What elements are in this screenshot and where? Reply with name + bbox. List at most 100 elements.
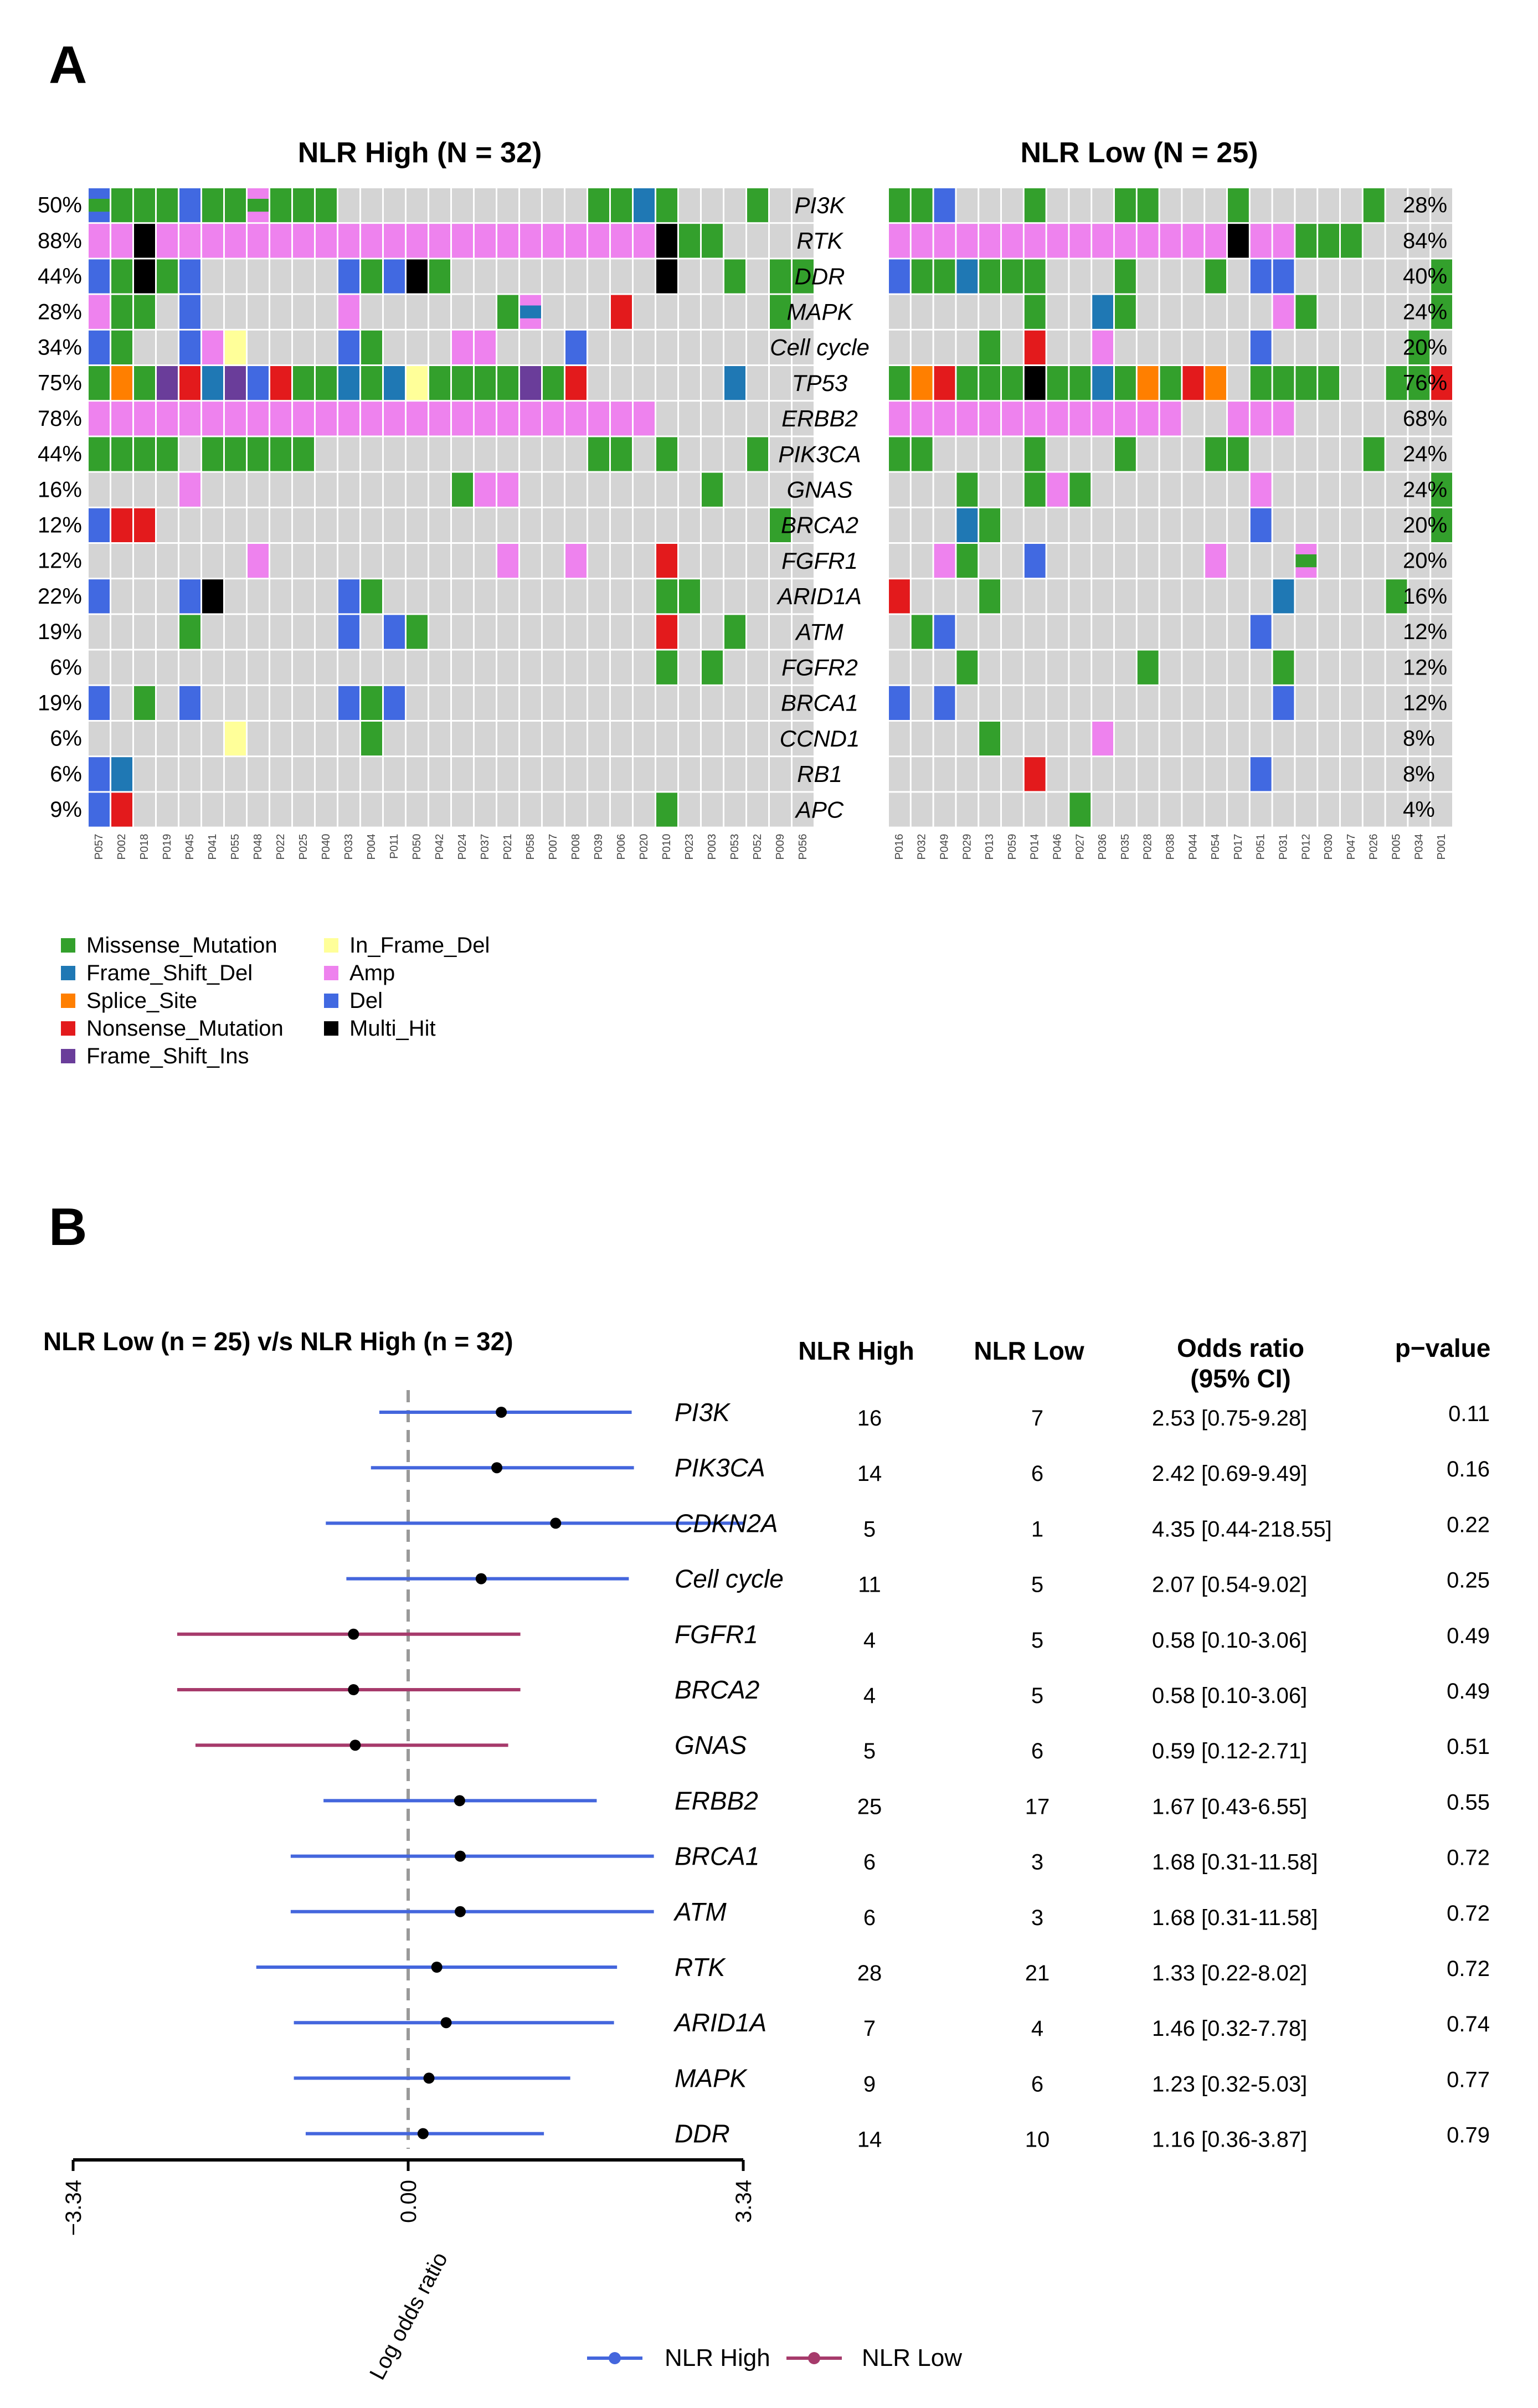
high-cell bbox=[111, 544, 132, 578]
high-sample-label: P007 bbox=[547, 834, 559, 860]
odds-ratio-brca1: 1.68 [0.31-11.58] bbox=[1152, 1850, 1318, 1875]
low-sample-label: P034 bbox=[1413, 834, 1425, 860]
low-cell bbox=[1047, 259, 1068, 294]
forest-gene-pi3k: PI3K bbox=[675, 1398, 731, 1427]
high-cell bbox=[338, 544, 359, 578]
high-cell bbox=[225, 793, 246, 827]
high-cell bbox=[679, 366, 700, 400]
high-cell bbox=[452, 259, 473, 294]
low-cell bbox=[1228, 579, 1249, 614]
high-cnv-amp bbox=[338, 402, 359, 436]
high-cell bbox=[429, 793, 450, 827]
high-cell bbox=[89, 650, 110, 685]
low-cell bbox=[934, 295, 955, 329]
high-cell bbox=[134, 579, 155, 614]
high-mutation-missense-mutation bbox=[747, 437, 768, 471]
oncoplot-low: 28% 84% 40% 24% 20% 76% 68% 24% 24% 20% 20% 16% 12% 1… bbox=[889, 188, 1452, 860]
low-cell bbox=[1431, 437, 1452, 471]
high-cell bbox=[475, 508, 496, 542]
low-cell bbox=[1137, 508, 1159, 542]
low-mutation-missense-mutation bbox=[911, 615, 933, 649]
high-cell bbox=[179, 508, 200, 542]
low-cell bbox=[1182, 330, 1204, 364]
high-cell bbox=[316, 757, 337, 791]
high-cell bbox=[588, 650, 609, 685]
high-cell bbox=[793, 295, 814, 329]
low-mutation-missense-mutation bbox=[1273, 650, 1294, 685]
gene-label-brca1: BRCA1 bbox=[781, 690, 858, 716]
low-cell bbox=[1047, 579, 1068, 614]
high-cell bbox=[157, 757, 178, 791]
low-cell bbox=[1137, 472, 1159, 507]
gene-label-cell-cycle: Cell cycle bbox=[770, 335, 870, 361]
high-mutation-missense-mutation bbox=[452, 366, 473, 400]
high-cell bbox=[679, 615, 700, 649]
low-cell bbox=[1386, 722, 1407, 756]
high-cnv-del bbox=[89, 259, 110, 294]
high-cell bbox=[565, 793, 587, 827]
gene-label-ddr: DDR bbox=[795, 263, 845, 289]
low-cell bbox=[1069, 544, 1091, 578]
low-cell bbox=[1341, 295, 1362, 329]
high-cell bbox=[656, 722, 677, 756]
forest-title: NLR Low (n = 25) v/s NLR High (n = 32) bbox=[43, 1327, 513, 1356]
legend-swatch-in-frame-del bbox=[324, 938, 338, 953]
high-cell bbox=[157, 508, 178, 542]
low-cnv-amp bbox=[1137, 224, 1159, 258]
high-mutation-missense-mutation bbox=[679, 579, 700, 614]
high-mutation-frame-shift-ins bbox=[520, 366, 541, 400]
low-cell bbox=[1205, 402, 1226, 436]
high-cell bbox=[361, 793, 382, 827]
count-low-pik3ca: 6 bbox=[1031, 1462, 1043, 1486]
high-cell bbox=[407, 793, 428, 827]
high-sample-label: P003 bbox=[706, 834, 718, 860]
low-mutation-nonsense-mutation bbox=[934, 366, 955, 400]
high-cnv-del bbox=[89, 686, 110, 720]
high-cnv-amp bbox=[270, 224, 291, 258]
low-cell bbox=[1341, 722, 1362, 756]
low-mutation-missense-mutation bbox=[1386, 579, 1407, 614]
high-cnv-del bbox=[338, 330, 359, 364]
low-cell bbox=[1160, 722, 1181, 756]
high-cell bbox=[634, 793, 655, 827]
high-cell bbox=[202, 472, 223, 507]
high-cnv-amp bbox=[407, 402, 428, 436]
high-cnv-amp bbox=[407, 224, 428, 258]
high-cell bbox=[293, 579, 314, 614]
low-cell bbox=[1182, 579, 1204, 614]
high-cell bbox=[179, 437, 200, 471]
high-mutation-missense-mutation bbox=[111, 188, 132, 223]
high-cnv-del bbox=[179, 686, 200, 720]
low-cell bbox=[1318, 722, 1339, 756]
high-cell bbox=[656, 330, 677, 364]
high-cell bbox=[316, 259, 337, 294]
low-cell bbox=[1228, 686, 1249, 720]
col-header-ci: (95% CI) bbox=[1190, 1364, 1290, 1393]
high-mutation-missense-mutation bbox=[679, 224, 700, 258]
legend-swatch-amp bbox=[324, 966, 338, 980]
low-cell bbox=[1273, 508, 1294, 542]
high-cell bbox=[702, 615, 723, 649]
high-mutation-missense-mutation bbox=[225, 188, 246, 223]
low-cell bbox=[1115, 579, 1136, 614]
low-cell bbox=[1047, 793, 1068, 827]
low-cell bbox=[934, 650, 955, 685]
low-cell bbox=[1160, 330, 1181, 364]
x-axis-tick-label: 3.34 bbox=[732, 2180, 756, 2223]
oncoplot-high: 50% 88% 44% 28% 34% 75% 78% 44% 16% 12% 12% 22% 19% 6… bbox=[38, 188, 814, 860]
high-cell bbox=[316, 437, 337, 471]
low-cell bbox=[1341, 615, 1362, 649]
high-mutation-missense-mutation bbox=[588, 437, 609, 471]
low-mutation-missense-mutation bbox=[1024, 295, 1046, 329]
high-cell bbox=[770, 650, 791, 685]
high-mutation-nonsense-mutation bbox=[111, 793, 132, 827]
low-cell bbox=[1182, 295, 1204, 329]
low-cell bbox=[1137, 295, 1159, 329]
high-cell bbox=[293, 544, 314, 578]
low-cell bbox=[934, 722, 955, 756]
high-cell bbox=[793, 330, 814, 364]
high-cell bbox=[157, 330, 178, 364]
low-cell bbox=[1408, 544, 1430, 578]
high-sample-label: P050 bbox=[411, 834, 423, 860]
low-cell bbox=[1386, 437, 1407, 471]
